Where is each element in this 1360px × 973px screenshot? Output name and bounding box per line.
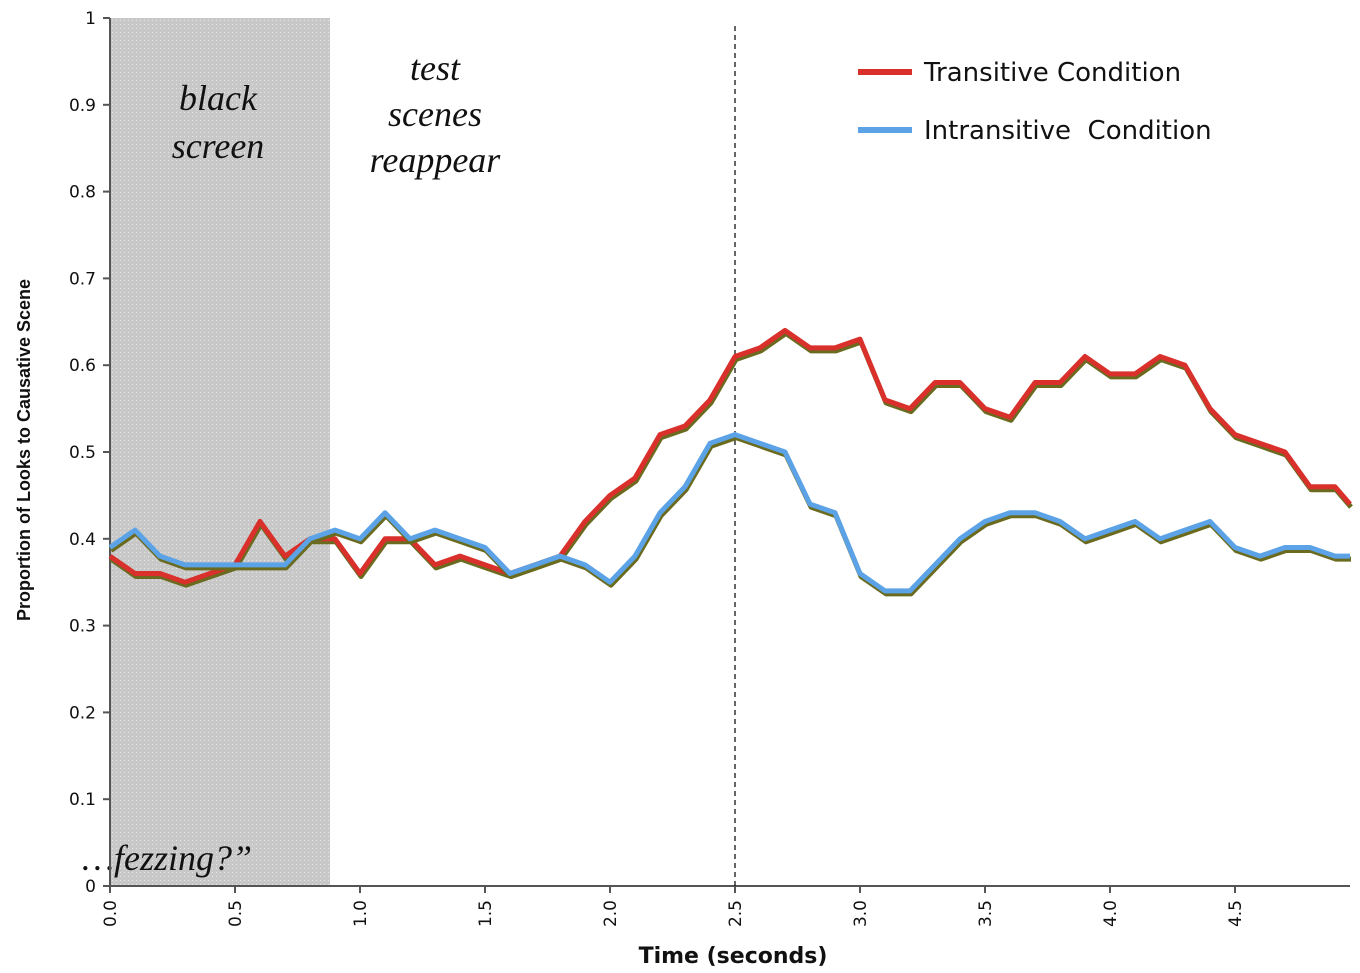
- legend-label: Transitive Condition: [923, 58, 1181, 88]
- y-tick-label: 0.8: [69, 183, 96, 203]
- x-axis-label: Time (seconds): [639, 944, 828, 969]
- shaded-region: [110, 18, 330, 886]
- y-tick-label: 0.1: [69, 790, 96, 810]
- x-tick-label: 2.0: [601, 900, 621, 927]
- x-tick-label: 2.5: [726, 900, 746, 927]
- x-tick-label: 1.0: [351, 900, 371, 927]
- y-tick-label: 0.6: [69, 356, 96, 376]
- y-tick-label: 0.7: [69, 269, 96, 289]
- x-tick-label: 4.0: [1101, 900, 1121, 927]
- annotation: …fezzing?”: [82, 838, 252, 878]
- x-tick-label: 3.5: [976, 900, 996, 927]
- y-tick-label: 0.5: [69, 443, 96, 463]
- y-tick-label: 0: [85, 877, 96, 897]
- x-tick-label: 4.5: [1226, 900, 1246, 927]
- y-tick-label: 0.3: [69, 617, 96, 637]
- y-tick-label: 0.9: [69, 96, 96, 116]
- x-tick-label: 0.0: [101, 900, 121, 927]
- y-tick-label: 1: [85, 9, 96, 29]
- legend-label: Intransitive Condition: [924, 116, 1212, 146]
- x-tick-label: 0.5: [226, 900, 246, 927]
- annotation: test scenes reappear: [370, 48, 502, 180]
- series-line: [108, 432, 1350, 594]
- x-tick-label: 1.5: [476, 900, 496, 927]
- x-tick-label: 3.0: [851, 900, 871, 927]
- annotation: black screen: [172, 78, 265, 166]
- y-tick-label: 0.2: [69, 703, 96, 723]
- y-axis-label: Proportion of Looks to Causative Scene: [14, 279, 34, 621]
- y-tick-label: 0.4: [69, 530, 96, 550]
